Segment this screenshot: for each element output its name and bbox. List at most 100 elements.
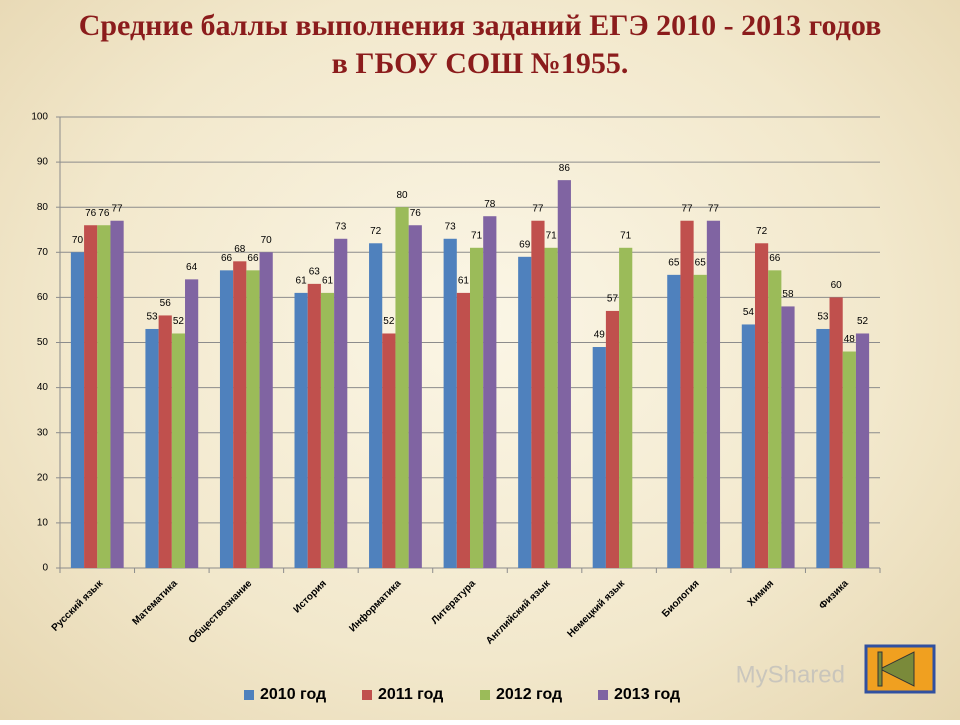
- bar: [185, 279, 199, 568]
- bar: [456, 292, 470, 568]
- y-tick-label: 90: [37, 157, 49, 168]
- y-tick-label: 80: [37, 202, 49, 213]
- value-label: 53: [817, 312, 829, 323]
- nav-button[interactable]: [864, 644, 936, 694]
- bar: [110, 220, 124, 569]
- legend-label: 2013 год: [614, 686, 680, 703]
- watermark: MyShared: [736, 661, 845, 688]
- value-label: 66: [221, 253, 233, 264]
- x-tick-label: Литература: [430, 578, 479, 627]
- bar: [768, 270, 782, 568]
- value-label: 48: [844, 334, 856, 345]
- bar: [307, 283, 321, 568]
- value-label: 68: [234, 244, 246, 255]
- bar: [259, 252, 273, 569]
- bar: [171, 333, 186, 568]
- y-tick-label: 70: [37, 247, 49, 258]
- bar: [294, 292, 308, 568]
- bar: [531, 220, 545, 569]
- bar: [781, 306, 795, 568]
- bar: [667, 274, 681, 568]
- y-tick-label: 40: [37, 382, 49, 393]
- bar: [855, 333, 870, 568]
- bar: [97, 225, 111, 569]
- x-tick-label: История: [292, 578, 329, 615]
- value-label: 73: [445, 221, 457, 232]
- value-label: 57: [607, 294, 619, 305]
- bar: [829, 297, 843, 568]
- value-label: 69: [519, 239, 531, 250]
- nav-bar[interactable]: [877, 651, 883, 687]
- nav-arrow[interactable]: [878, 651, 915, 687]
- value-label: 66: [247, 253, 259, 264]
- bar: [408, 225, 422, 569]
- value-label: 71: [546, 230, 558, 241]
- value-label: 76: [98, 208, 110, 219]
- bar: [592, 347, 606, 568]
- y-tick-label: 20: [37, 472, 49, 483]
- value-label: 73: [335, 221, 347, 232]
- value-label: 65: [668, 257, 680, 268]
- x-tick-label: Физика: [817, 578, 851, 612]
- bar: [619, 247, 633, 569]
- bar: [816, 328, 830, 568]
- bar: [706, 220, 721, 569]
- x-tick-label: Биология: [660, 578, 702, 620]
- value-label: 78: [484, 199, 496, 210]
- x-tick-label: Немецкий язык: [565, 578, 627, 640]
- bar: [334, 238, 348, 568]
- value-label: 77: [112, 203, 124, 214]
- bar: [544, 247, 558, 569]
- x-tick-label: Химия: [746, 578, 777, 609]
- bar: [754, 243, 769, 568]
- y-tick-label: 100: [31, 112, 48, 123]
- value-label: 52: [857, 316, 869, 327]
- x-tick-label: Обществознание: [186, 577, 255, 646]
- bar: [145, 328, 159, 568]
- bar: [70, 252, 85, 569]
- value-label: 80: [396, 190, 408, 201]
- value-label: 76: [410, 208, 422, 219]
- bar: [470, 247, 484, 569]
- value-label: 56: [160, 298, 172, 309]
- value-label: 71: [471, 230, 483, 241]
- value-label: 72: [370, 226, 382, 237]
- value-label: 77: [532, 203, 544, 214]
- bar: [382, 333, 396, 568]
- value-label: 77: [681, 203, 693, 214]
- bar: [443, 238, 457, 568]
- bar: [557, 180, 571, 568]
- nav-button-frame[interactable]: [864, 644, 936, 694]
- value-label: 77: [708, 203, 720, 214]
- y-tick-label: 50: [37, 337, 49, 348]
- legend-swatch: [244, 690, 254, 700]
- bar: [320, 292, 335, 568]
- legend-label: 2010 год: [260, 686, 326, 703]
- value-label: 72: [756, 226, 768, 237]
- bar: [605, 310, 620, 568]
- y-tick-label: 60: [37, 292, 49, 303]
- bar: [233, 261, 247, 568]
- x-tick-label: Математика: [130, 578, 180, 628]
- legend-swatch: [598, 690, 608, 700]
- bar: [483, 216, 497, 568]
- bar: [518, 256, 532, 568]
- bar: [842, 351, 856, 568]
- value-label: 49: [594, 330, 606, 341]
- value-label: 52: [173, 316, 185, 327]
- bar: [84, 225, 98, 569]
- value-label: 70: [72, 235, 84, 246]
- value-label: 54: [743, 307, 755, 318]
- value-label: 65: [695, 257, 707, 268]
- bar: [158, 315, 172, 568]
- chart-title: Средние баллы выполнения заданий ЕГЭ 201…: [79, 9, 882, 42]
- y-tick-label: 30: [37, 427, 49, 438]
- y-tick-label: 0: [42, 563, 48, 574]
- x-tick-label: Английский язык: [484, 578, 553, 647]
- value-label: 61: [322, 276, 334, 287]
- chart-title: в ГБОУ СОШ №1955.: [332, 47, 629, 80]
- legend-label: 2011 год: [378, 686, 443, 703]
- legend-swatch: [362, 690, 372, 700]
